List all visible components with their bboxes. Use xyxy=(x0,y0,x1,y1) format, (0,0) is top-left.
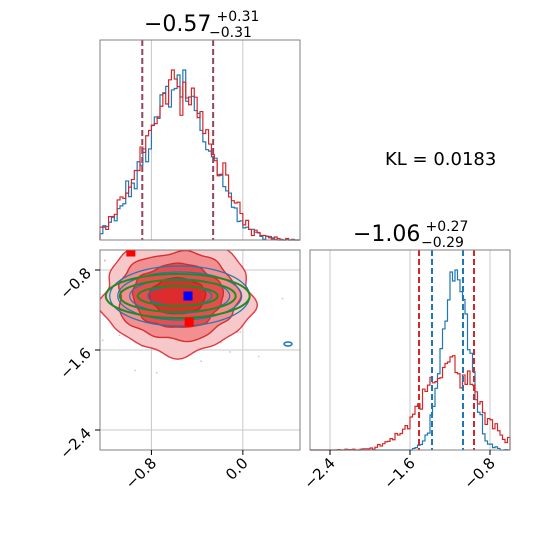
joint-point xyxy=(97,253,99,255)
joint-point xyxy=(78,313,80,315)
marginal-1-title-sub: −0.31 xyxy=(209,25,252,41)
marginal-1-gridlines xyxy=(150,40,244,240)
joint-point xyxy=(281,297,284,300)
joint-point xyxy=(239,331,242,333)
joint-point xyxy=(96,293,98,295)
joint-x-tick-label-0: −0.8 xyxy=(122,454,160,492)
joint-blue-contour-2 xyxy=(129,278,231,314)
joint-point xyxy=(208,238,210,240)
joint-blue-contour-island xyxy=(283,341,293,347)
kl-annotation: KL = 0.0183 xyxy=(385,149,496,170)
marginal-1-title-main: −0.57 xyxy=(144,12,211,37)
marginal-2-tick-label-1: −1.6 xyxy=(380,454,418,492)
marginal-2-title-main: −1.06 xyxy=(353,222,420,247)
joint-density-fills xyxy=(100,250,259,360)
joint-point xyxy=(70,261,72,263)
marginal-1-frame xyxy=(99,39,301,241)
joint-point xyxy=(308,299,310,301)
joint-green-contour-0 xyxy=(104,273,251,319)
joint-point xyxy=(101,339,104,342)
joint-blue-contour-1 xyxy=(117,271,243,321)
marginal-2-quantile-lines xyxy=(418,250,475,450)
marginal-2-panel: −1.06 +0.27 −0.29 −2.4 −1.6 −0.8 xyxy=(300,216,511,493)
joint-point xyxy=(332,309,334,311)
joint-marker-red-square-top xyxy=(126,250,136,257)
joint-point xyxy=(103,259,106,262)
joint-point xyxy=(108,230,110,232)
joint-marker-red-square-bottom xyxy=(184,317,194,327)
marginal-1-histogram-0 xyxy=(99,69,300,241)
marginal-1-title-sup: +0.31 xyxy=(217,9,260,25)
joint-x-tick-label-1: 0.0 xyxy=(222,454,252,484)
joint-point xyxy=(174,231,176,233)
joint-panel: −0.8 0.0 −0.8 −1.6 −2.4 xyxy=(56,219,334,493)
joint-markers xyxy=(126,250,194,327)
marginal-1-title: −0.57 +0.31 −0.31 xyxy=(144,6,265,41)
marginal-2-tick-label-2: −0.8 xyxy=(460,454,498,492)
joint-point xyxy=(188,219,190,221)
joint-point xyxy=(155,371,158,374)
joint-point xyxy=(200,360,203,363)
joint-y-tick-label-1: −1.6 xyxy=(56,344,94,382)
joint-point xyxy=(84,298,86,300)
marginal-2-title: −1.06 +0.27 −0.29 xyxy=(353,216,474,251)
marginal-2-tick-label-0: −2.4 xyxy=(300,454,338,492)
joint-point xyxy=(174,241,176,243)
joint-y-tick-label-2: −2.4 xyxy=(56,424,94,462)
marginal-1-histograms xyxy=(99,69,300,241)
marginal-2-title-sup: +0.27 xyxy=(426,219,469,235)
joint-point xyxy=(93,295,95,297)
joint-green-contour-2 xyxy=(136,285,219,307)
marginal-1-panel: −0.57 +0.31 −0.31 xyxy=(99,6,301,241)
joint-point xyxy=(118,334,121,337)
joint-point xyxy=(202,243,204,245)
joint-density-contours xyxy=(104,265,293,347)
marginal-1-quantile-lines xyxy=(141,40,215,240)
joint-point xyxy=(257,355,260,358)
joint-point xyxy=(229,351,232,353)
joint-green-contour-1 xyxy=(118,279,237,313)
marginal-2-tick-labels: −2.4 −1.6 −0.8 xyxy=(300,450,499,493)
joint-point xyxy=(134,369,136,372)
marginal-2-title-sub: −0.29 xyxy=(421,235,464,251)
joint-marker-blue-square xyxy=(183,291,193,301)
joint-y-tick-label-0: −0.8 xyxy=(56,264,94,302)
marginal-1-histogram-1 xyxy=(99,69,300,241)
